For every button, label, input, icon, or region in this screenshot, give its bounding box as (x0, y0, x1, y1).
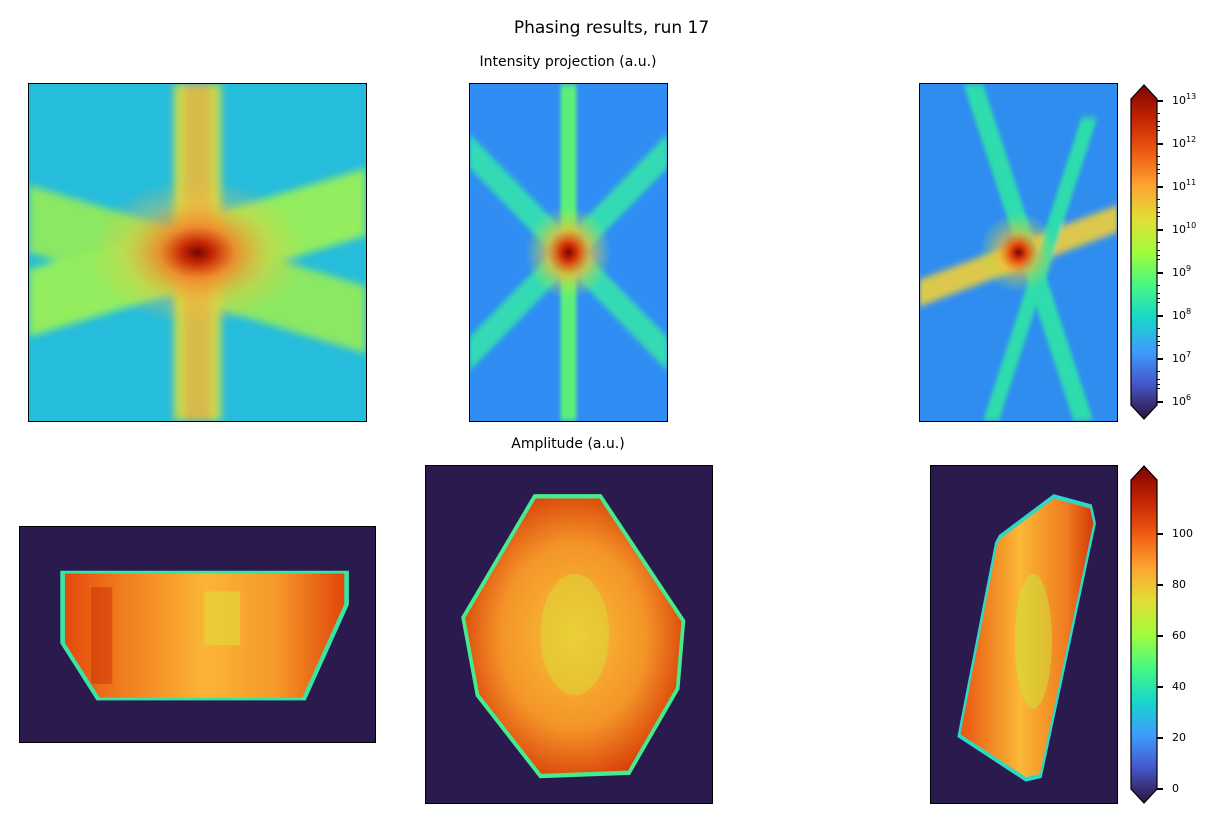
amplitude-tick-label: 100 (1172, 527, 1193, 540)
amplitude-colorbar (1130, 465, 1158, 804)
intensity-colorbar (1130, 84, 1158, 420)
intensity-panel-1 (28, 83, 367, 422)
amplitude-row-title: Amplitude (a.u.) (511, 436, 625, 452)
amplitude-panel-1 (19, 526, 376, 743)
amplitude-tick-label: 60 (1172, 629, 1186, 642)
intensity-tick-label: 108 (1172, 307, 1192, 322)
intensity-tick-label: 1010 (1172, 221, 1197, 236)
intensity-tick-label: 107 (1172, 350, 1192, 365)
intensity-tick-label: 1011 (1172, 178, 1197, 193)
intensity-tick-label: 106 (1172, 393, 1192, 408)
intensity-tick-label: 1013 (1172, 92, 1197, 107)
amplitude-panel-2 (425, 465, 713, 804)
amplitude-tick-label: 20 (1172, 731, 1186, 744)
intensity-row-title: Intensity projection (a.u.) (479, 54, 657, 70)
amplitude-tick-label: 0 (1172, 782, 1179, 795)
amplitude-tick-label: 40 (1172, 680, 1186, 693)
amplitude-panel-3 (930, 465, 1118, 804)
intensity-tick-label: 109 (1172, 264, 1192, 279)
intensity-tick-label: 1012 (1172, 135, 1197, 150)
intensity-panel-2 (469, 83, 668, 422)
intensity-panel-3 (919, 83, 1118, 422)
amplitude-tick-label: 80 (1172, 578, 1186, 591)
figure-title: Phasing results, run 17 (513, 18, 710, 38)
